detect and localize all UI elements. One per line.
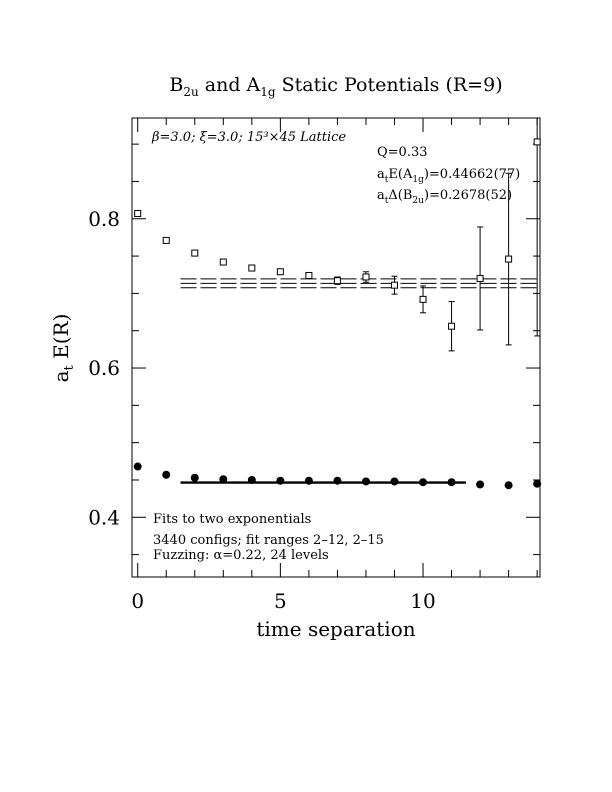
a1g-data-point [333,476,342,485]
a1g-data-point [247,475,256,484]
b2u-data-point [419,295,427,303]
x-axis-label: time separation [256,617,415,641]
a1g-data-point [504,481,513,490]
markers [133,138,542,490]
y-tick-label: 0.6 [88,356,120,380]
b2u-data-point [448,322,456,330]
b2u-data-point [276,268,284,276]
b2u-data-point [533,138,541,146]
x-tick-label: 5 [274,589,287,613]
a1g-data-point [476,480,485,489]
a1g-data-point [276,476,285,485]
b2u-data-point [248,264,256,272]
b2u-data-point [390,281,398,289]
a1g-data-point [390,477,399,486]
plot-frame [131,117,541,578]
annotation-configs: 3440 configs; fit ranges 2–12, 2–15 [153,533,384,548]
b2u-data-point [476,274,484,282]
y-axis-label: at E(R) [49,314,77,383]
b2u-data-point [362,273,370,281]
fit-bands [180,278,540,484]
a1g-data-point [304,476,313,485]
annotation-lattice: β=3.0; ξ=3.0; 15³×45 Lattice [151,130,346,145]
ylabel-rest: E(R) [49,314,73,366]
ylabel-sub: t [62,364,77,370]
b2u-data-point [505,255,513,263]
annotation-q: Q=0.33 [377,145,428,160]
chart-title: B2u and A1g Static Potentials (R=9) [169,74,502,99]
a1g-data-point [190,473,199,482]
b2u-data-point [333,277,341,285]
title-sub2: 1g [260,85,276,99]
b2u-data-point [134,210,142,218]
a1g-data-point [419,478,428,487]
a1g-data-point [361,477,370,486]
b2u-data-point [305,271,313,279]
b2u-data-point [191,249,199,257]
annotation-fits: Fits to two exponentials [153,512,311,527]
a1g-data-point [447,478,456,487]
a1g-data-point [219,475,228,484]
a1g-data-point [133,462,142,471]
ylabel-main: a [49,370,73,382]
x-tick-label: 10 [410,589,435,613]
annotation-energy: atE(A1g)=0.44662(77) [377,167,520,185]
minor-ticks [132,118,540,577]
b2u-data-point [162,236,170,244]
title-part1: B [169,74,183,96]
b2u-data-point [219,258,227,266]
title-part3: Static Potentials (R=9) [276,74,503,96]
annotation-gap: atΔ(B2u)=0.2678(52) [377,188,512,206]
title-part2: and A [199,74,261,96]
major-ticks [132,118,540,577]
annotation-fuzzing: Fuzzing: α=0.22, 24 levels [153,548,329,563]
y-tick-label: 0.4 [88,505,120,529]
a1g-data-point [533,479,542,488]
x-tick-label: 0 [131,589,144,613]
a1g-data-point [162,470,171,479]
tick-labels: 0 5 10 0.4 0.6 0.8 [88,207,436,613]
title-sub1: 2u [183,85,199,99]
y-tick-label: 0.8 [88,207,120,231]
